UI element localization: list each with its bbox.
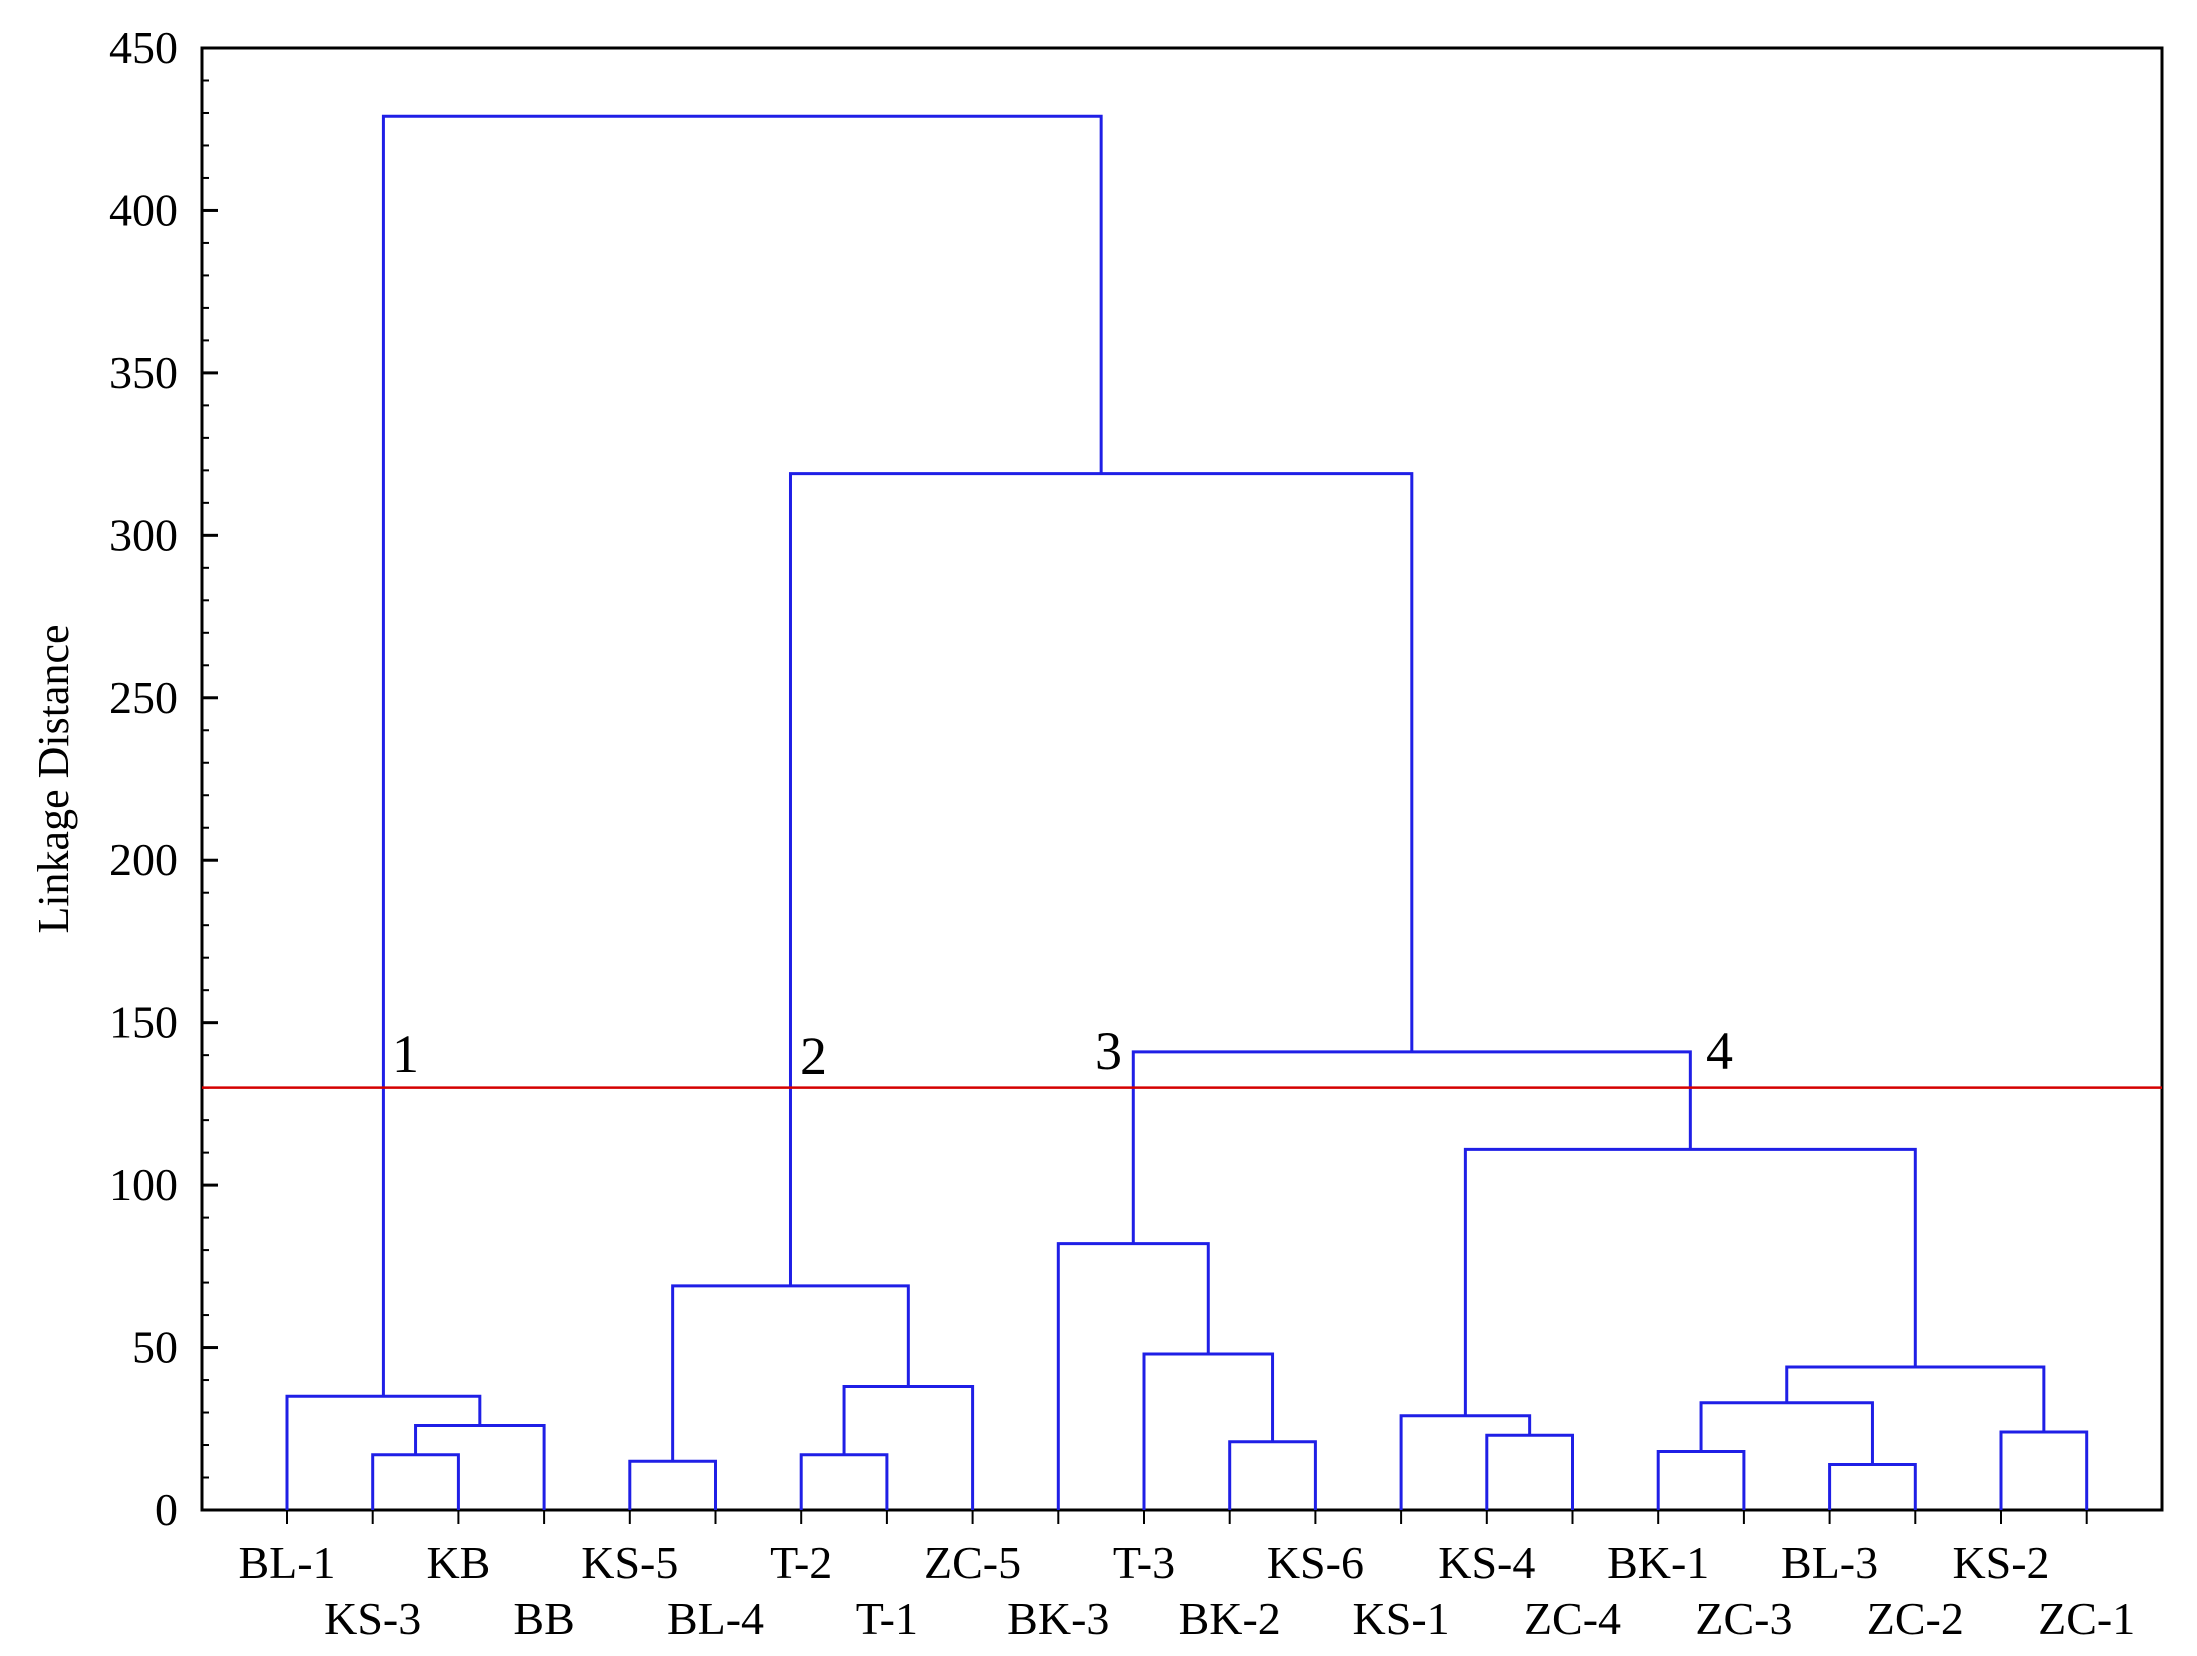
y-tick-label: 350 <box>109 347 178 398</box>
leaf-label: BL-3 <box>1781 1537 1878 1588</box>
dendrogram-link <box>1485 1433 1574 1510</box>
dendrogram-link <box>1828 1463 1917 1510</box>
leaf-label: T-1 <box>856 1593 918 1644</box>
leaf-label: BB <box>513 1593 574 1644</box>
y-axis: 0 50 100 150 200 250 300 350 400 450 <box>109 22 218 1535</box>
dendrogram-link <box>381 114 1103 1397</box>
y-minor-ticks <box>202 79 209 1479</box>
leaf-labels: BL-1KS-3KBBBKS-5BL-4T-2T-1ZC-5BK-3T-3BK-… <box>238 1510 2135 1644</box>
leaf-label: ZC-1 <box>2038 1593 2135 1644</box>
leaf-label: ZC-2 <box>1867 1593 1964 1644</box>
leaf-label: KS-2 <box>1952 1537 2049 1588</box>
leaf-label: ZC-3 <box>1695 1593 1792 1644</box>
y-tick-label: 0 <box>155 1484 178 1535</box>
y-tick-label: 50 <box>132 1322 178 1373</box>
dendrogram-link <box>414 1424 546 1510</box>
dendrogram-link <box>1999 1430 2089 1510</box>
dendrogram-link <box>1131 1050 1692 1244</box>
cluster-label-4: 4 <box>1706 1021 1733 1081</box>
y-tick-label: 400 <box>109 184 178 235</box>
y-tick-label: 150 <box>109 997 178 1048</box>
dendrogram-link <box>1142 1352 1275 1510</box>
dendrogram-link <box>371 1453 460 1510</box>
dendrogram-link <box>1399 1414 1532 1510</box>
dendrogram-link <box>285 1394 482 1510</box>
y-axis-title: Linkage Distance <box>29 624 78 933</box>
y-tick-label: 300 <box>109 509 178 560</box>
dendrogram-link <box>1656 1450 1746 1510</box>
leaf-label: KS-5 <box>581 1537 678 1588</box>
leaf-label: KS-4 <box>1438 1537 1535 1588</box>
dendrogram-link <box>1785 1365 2046 1433</box>
leaf-label: T-3 <box>1113 1537 1175 1588</box>
leaf-label: ZC-5 <box>924 1537 1021 1588</box>
dendrogram-link <box>628 1459 717 1510</box>
cluster-label-3: 3 <box>1095 1021 1122 1081</box>
leaf-label: BL-1 <box>238 1537 335 1588</box>
dendrogram-link <box>1228 1440 1317 1510</box>
leaf-label: KB <box>426 1537 490 1588</box>
cluster-label-1: 1 <box>392 1024 419 1084</box>
leaf-label: BK-2 <box>1179 1593 1281 1644</box>
dendrogram-link <box>671 1284 910 1462</box>
y-tick-label: 250 <box>109 672 178 723</box>
leaf-label: T-2 <box>770 1537 832 1588</box>
dendrogram-tree <box>285 114 2089 1510</box>
leaf-label: BL-4 <box>667 1593 764 1644</box>
dendrogram-link <box>1056 1242 1210 1510</box>
cluster-label-2: 2 <box>800 1026 827 1086</box>
y-tick-label: 100 <box>109 1159 178 1210</box>
leaf-label: KS-3 <box>324 1593 421 1644</box>
cluster-labels: 1 2 3 4 <box>392 1021 1733 1086</box>
dendrogram-link <box>799 1453 889 1510</box>
leaf-label: BK-3 <box>1007 1593 1109 1644</box>
dendrogram-link <box>842 1385 975 1510</box>
y-tick-label: 200 <box>109 834 178 885</box>
dendrogram-link <box>1463 1147 1917 1416</box>
dendrogram-link <box>788 472 1414 1286</box>
leaf-label: KS-1 <box>1353 1593 1450 1644</box>
y-tick-label: 450 <box>109 22 178 73</box>
leaf-label: ZC-4 <box>1524 1593 1621 1644</box>
dendrogram-link <box>1699 1401 1874 1465</box>
leaf-label: KS-6 <box>1267 1537 1364 1588</box>
leaf-label: BK-1 <box>1607 1537 1709 1588</box>
plot-frame <box>200 46 2164 1512</box>
